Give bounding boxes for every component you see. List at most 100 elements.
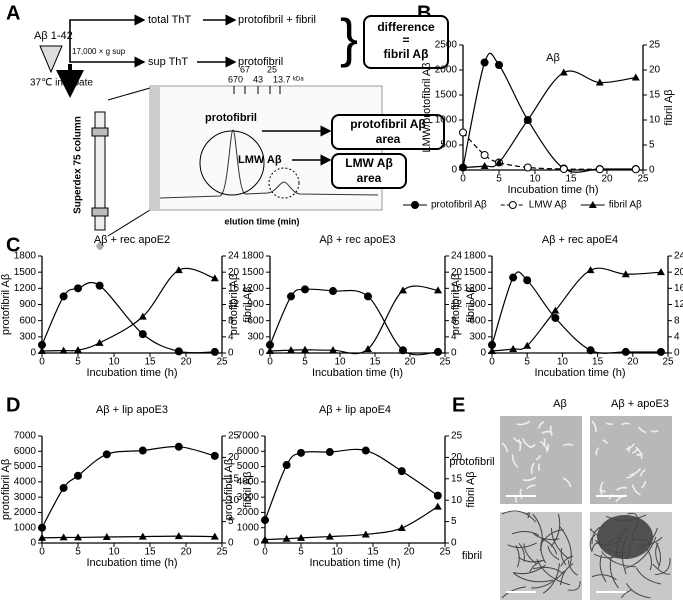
fibril: [589, 528, 599, 537]
y-tick-label: 600: [247, 315, 264, 326]
x-tick-label: 0: [262, 547, 268, 558]
y-tick-label: 300: [19, 331, 36, 342]
chart-title: Aβ + rec apoE4: [542, 234, 618, 246]
y-tick-label: 2500: [435, 40, 458, 51]
diagram-text: protofibril: [238, 56, 283, 68]
fibril: [605, 422, 613, 425]
fibril: [523, 476, 537, 482]
fibril: [549, 425, 553, 437]
y2-tick-label: 25: [228, 431, 240, 442]
point: [586, 266, 595, 274]
series-line: [41, 267, 215, 352]
y2-tick-label: 12: [228, 299, 240, 310]
y-tick-label: 500: [440, 140, 457, 151]
y2-tick-label: 25: [649, 40, 661, 51]
fibril: [638, 426, 647, 434]
fibril: [656, 542, 661, 569]
fibril: [550, 528, 570, 560]
fibril: [635, 446, 643, 459]
y-tick-label: 1000: [435, 115, 458, 126]
box: [331, 114, 445, 150]
point: [282, 534, 291, 542]
peak-circle: [199, 130, 265, 196]
x-tick-label: 5: [524, 357, 530, 368]
y2-axis-label: fibril Aβ: [242, 286, 254, 322]
y-tick-label: 5000: [237, 461, 260, 472]
fibril: [541, 538, 558, 555]
fibril: [567, 581, 581, 591]
point: [399, 346, 407, 355]
y-axis-label: protofibril Aβ: [450, 274, 462, 335]
fibril: [629, 468, 642, 476]
y2-axis-label: fibril Aβ: [663, 89, 675, 125]
x-tick-label: 5: [75, 547, 81, 558]
y-tick-label: 4000: [237, 476, 260, 487]
fibril: [631, 484, 641, 496]
fibril: [511, 531, 540, 536]
chart-title: Aβ + rec apoE3: [319, 234, 395, 246]
y2-tick-label: 0: [649, 165, 655, 176]
fibril: [620, 422, 630, 426]
fibril: [519, 488, 523, 500]
diagram-text: LMW Aβ: [345, 156, 393, 170]
x-axis-label: Incubation time (h): [507, 184, 598, 196]
brace: }: [340, 8, 358, 68]
fibril: [559, 526, 572, 565]
fibril: [518, 543, 525, 562]
fibril: [532, 533, 560, 541]
panel-label: C: [6, 234, 20, 256]
x-tick-label: 0: [39, 357, 45, 368]
fibril: [535, 454, 542, 461]
point: [361, 446, 370, 455]
fibril: [511, 454, 519, 468]
fibril: [523, 543, 538, 565]
x-tick-label: 20: [180, 357, 192, 368]
point: [364, 292, 372, 301]
fibril: [526, 484, 536, 490]
point: [459, 163, 467, 171]
point: [38, 346, 46, 354]
fibril: [595, 447, 600, 456]
x-tick-label: 20: [404, 357, 416, 368]
diagram-text: Superdex 75 column: [73, 116, 84, 214]
panel-label: D: [6, 394, 20, 416]
x-tick-label: 0: [267, 357, 273, 368]
series-line: [264, 448, 439, 521]
fibril: [514, 496, 518, 503]
y-axis-label: protofibril Aβ: [228, 274, 240, 335]
y2-tick-label: 24: [451, 251, 463, 262]
series-line: [491, 267, 661, 352]
y2-tick-label: 0: [451, 538, 457, 549]
y-tick-label: 0: [451, 165, 457, 176]
micrograph: [590, 416, 672, 504]
point: [586, 346, 595, 355]
y2-tick-label: 0: [674, 348, 680, 359]
fibril: [598, 488, 606, 493]
y-tick-label: 1000: [14, 522, 37, 533]
fibril: [625, 543, 631, 560]
x-tick-label: 0: [460, 174, 466, 185]
point: [523, 276, 532, 285]
fibril: [650, 429, 659, 433]
point: [266, 346, 274, 354]
fibril: [542, 438, 546, 447]
point: [325, 532, 334, 540]
x-tick-label: 25: [662, 357, 674, 368]
fibril: [537, 421, 545, 429]
point: [261, 516, 269, 525]
series-line: [269, 285, 439, 355]
y2-tick-label: 4: [674, 331, 680, 342]
fibril: [540, 537, 547, 564]
fibril: [537, 463, 541, 472]
point: [559, 165, 568, 173]
fibril: [560, 548, 567, 566]
y2-tick-label: 16: [228, 283, 240, 294]
y2-tick-label: 5: [228, 516, 234, 527]
point: [59, 292, 68, 301]
y2-tick-label: 12: [674, 299, 683, 310]
y-tick-label: 600: [19, 315, 36, 326]
x-tick-label: 20: [403, 547, 415, 558]
point: [361, 530, 370, 538]
legend-label: protofibril Aβ: [431, 200, 487, 211]
x-tick-label: 10: [557, 357, 569, 368]
